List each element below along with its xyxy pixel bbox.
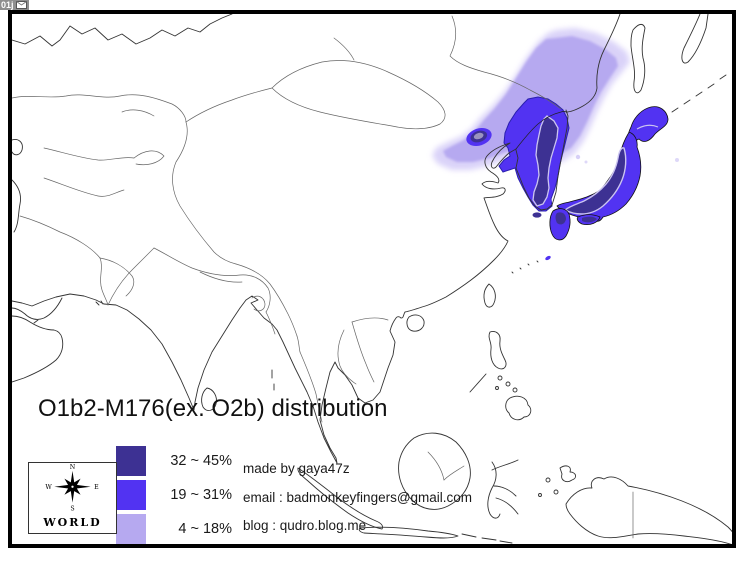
- shade-tsushima: [546, 199, 552, 207]
- compass-e: E: [94, 484, 99, 491]
- shikoku-dark: [582, 216, 597, 223]
- compass-rose-icon: N E S W: [45, 464, 99, 513]
- shade-dark-korea: [532, 115, 559, 207]
- shade-dot-dokdo: [584, 160, 588, 164]
- coastlines: [12, 14, 732, 544]
- shade-spot-west: [466, 127, 492, 147]
- country-borders: [12, 15, 634, 539]
- legend: 32 ~ 45% 19 ~ 31% 4 ~ 18%: [116, 446, 232, 544]
- japan-islands: [549, 106, 669, 241]
- legend-row-high: 32 ~ 45%: [116, 446, 232, 476]
- shade-okinawa: [545, 255, 551, 261]
- credit-email: email : badmonkeyfingers@gmail.com: [243, 489, 473, 505]
- shade-jeju: [532, 212, 542, 218]
- compass-n: N: [70, 464, 76, 471]
- viewer-filename-text: 01j: [1, 0, 14, 10]
- east-asia-map: [12, 14, 732, 544]
- compass-box: N E S W WORLD: [28, 462, 117, 534]
- map-frame: O1b2-M176(ex. O2b) distribution 32 ~ 45%…: [8, 10, 736, 548]
- hokkaido-contour: [636, 124, 659, 130]
- compass-s: S: [70, 506, 74, 513]
- legend-row-low: 4 ~ 18%: [116, 514, 232, 544]
- compass-world-label: WORLD: [43, 516, 102, 529]
- viewer-filename-tag: 01j: [0, 0, 29, 10]
- legend-swatch-light: [116, 514, 146, 544]
- map-title: O1b2-M176(ex. O2b) distribution: [38, 395, 388, 422]
- legend-swatch-medium: [116, 480, 146, 510]
- kyushu-dark: [555, 212, 566, 225]
- frequency-shading: [432, 28, 679, 261]
- compass-w: W: [45, 484, 52, 491]
- legend-label-low: 4 ~ 18%: [178, 521, 232, 537]
- shade-dot-pacific: [675, 158, 679, 162]
- credit-blog: blog : qudro.blog.me: [243, 518, 367, 533]
- legend-label-mid: 19 ~ 31%: [170, 487, 232, 503]
- legend-swatch-dark: [116, 446, 146, 476]
- legend-row-mid: 19 ~ 31%: [116, 480, 232, 510]
- image-icon: [15, 1, 27, 9]
- credit-made-by: made by gaya47z: [243, 461, 350, 476]
- shade-dot-ulleung: [575, 154, 581, 160]
- legend-label-high: 32 ~ 45%: [170, 453, 232, 469]
- credits: made by gaya47z email : badmonkeyfingers…: [243, 455, 472, 541]
